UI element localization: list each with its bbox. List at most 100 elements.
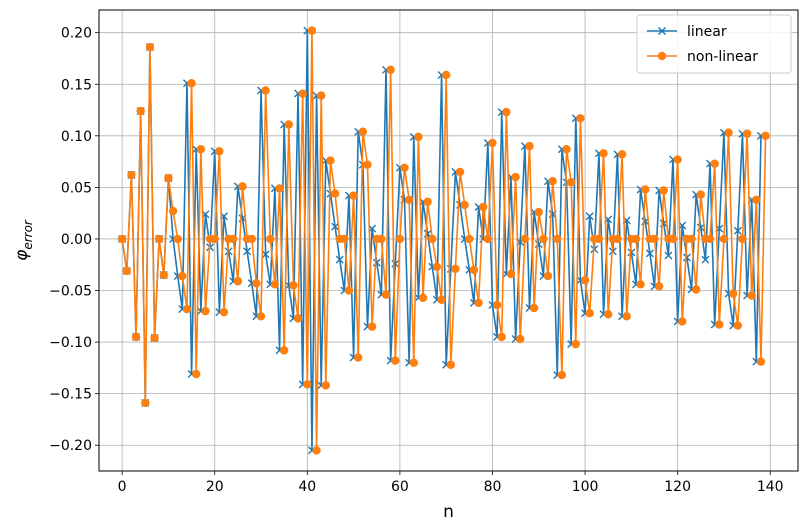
data-point xyxy=(659,186,668,195)
data-point xyxy=(261,250,270,259)
data-point xyxy=(275,184,284,193)
data-point xyxy=(279,346,289,355)
data-point xyxy=(381,290,391,299)
data-point xyxy=(168,206,178,216)
data-point xyxy=(395,234,405,244)
data-point xyxy=(196,145,206,154)
data-point xyxy=(715,320,724,329)
data-point xyxy=(469,265,479,275)
data-point xyxy=(733,321,743,330)
data-point xyxy=(566,178,576,187)
data-point xyxy=(307,26,317,35)
data-point xyxy=(553,234,562,244)
data-point-stroke xyxy=(627,248,636,257)
legend-box xyxy=(636,14,792,74)
data-point xyxy=(432,262,442,271)
data-point xyxy=(705,234,715,244)
data-point xyxy=(543,271,553,281)
data-point xyxy=(691,285,701,294)
y-axis: −0.20 −0.15 −0.10 −0.05 0.00 0.05 0.10 0.15 0.20 xyxy=(49,26,99,454)
data-point xyxy=(243,247,252,256)
data-point xyxy=(599,149,608,158)
x-tick-label: 100 xyxy=(572,479,599,495)
data-point xyxy=(340,234,349,244)
legend-label: non-linear xyxy=(687,49,758,65)
data-point xyxy=(733,226,742,235)
data-point xyxy=(418,293,428,302)
data-point xyxy=(539,234,548,244)
data-point xyxy=(641,185,650,194)
data-point xyxy=(256,312,266,321)
data-point xyxy=(474,298,483,308)
data-point xyxy=(201,306,210,316)
data-point xyxy=(650,234,659,244)
data-point xyxy=(657,51,667,61)
data-point xyxy=(622,312,631,321)
data-point xyxy=(210,234,219,244)
data-point xyxy=(516,334,525,344)
data-point xyxy=(423,197,432,207)
data-point xyxy=(284,120,293,129)
data-point xyxy=(747,291,756,300)
data-point xyxy=(664,251,673,260)
data-point-stroke xyxy=(733,226,742,235)
data-point xyxy=(580,276,590,285)
data-point xyxy=(728,289,738,298)
data-point xyxy=(658,27,666,35)
data-point xyxy=(701,255,710,264)
data-point xyxy=(534,207,543,217)
legend-item: non-linear xyxy=(647,49,758,65)
data-point xyxy=(377,234,386,244)
data-point xyxy=(150,333,159,343)
series-non-linear xyxy=(117,26,770,455)
data-point xyxy=(752,195,761,204)
plot-frame xyxy=(98,9,799,472)
data-point xyxy=(154,234,164,244)
data-point xyxy=(719,234,729,244)
data-point xyxy=(266,234,275,244)
data-point xyxy=(409,358,418,367)
x-tick-label: 0 xyxy=(118,479,127,495)
data-point xyxy=(344,286,354,295)
data-point xyxy=(594,234,604,244)
y-axis-label-symbol: φ xyxy=(12,249,32,261)
data-point xyxy=(386,65,395,75)
series-layer xyxy=(117,26,770,455)
y-tick-label: −0.05 xyxy=(49,284,92,300)
data-point xyxy=(742,129,752,138)
data-point xyxy=(330,189,340,198)
data-point-stroke xyxy=(372,258,381,267)
data-point xyxy=(428,234,437,244)
data-point xyxy=(548,176,557,186)
y-tick-label: −0.15 xyxy=(49,387,92,403)
data-point xyxy=(585,309,594,318)
data-point xyxy=(437,295,446,305)
data-point xyxy=(358,127,368,136)
y-tick-label: 0.15 xyxy=(61,77,92,93)
data-point xyxy=(497,332,506,342)
data-point xyxy=(631,234,641,244)
data-point xyxy=(326,156,335,165)
data-point-stroke xyxy=(664,251,673,260)
data-point xyxy=(289,281,298,290)
data-point xyxy=(617,150,627,159)
x-tick-label: 20 xyxy=(206,479,224,495)
data-point xyxy=(557,370,567,380)
data-point xyxy=(756,357,766,366)
data-point xyxy=(502,107,511,117)
data-point xyxy=(511,172,520,182)
data-point xyxy=(520,234,530,244)
x-tick-label: 80 xyxy=(484,479,502,495)
data-point xyxy=(238,182,247,191)
x-axis: 0 20 40 60 80 100 120 140 xyxy=(118,471,784,495)
y-axis-label: φerror xyxy=(12,219,35,261)
data-point xyxy=(192,369,201,379)
legend-item: linear xyxy=(647,24,727,40)
data-point xyxy=(576,114,585,123)
data-point xyxy=(465,234,474,244)
data-point xyxy=(492,300,502,310)
data-point xyxy=(654,282,664,291)
data-point-stroke xyxy=(701,255,710,264)
data-point xyxy=(479,202,488,212)
data-point xyxy=(687,234,696,244)
